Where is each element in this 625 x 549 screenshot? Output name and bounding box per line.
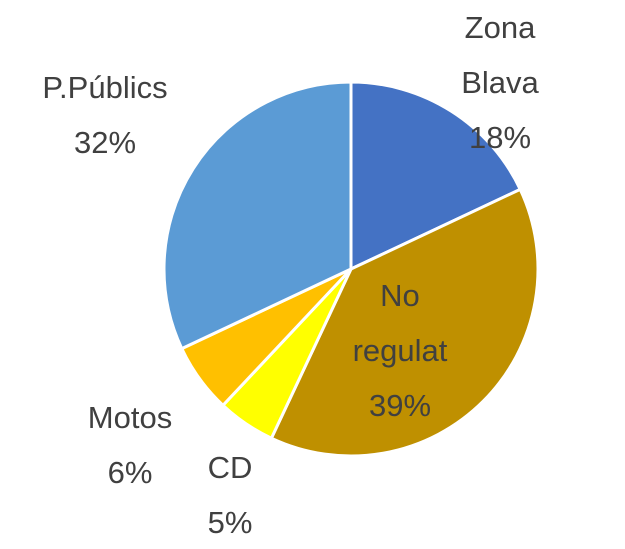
pie <box>162 80 540 458</box>
value-label: 6% <box>108 455 153 490</box>
category-label: No regulat <box>353 278 448 368</box>
category-label: CD <box>208 450 253 485</box>
value-label: 32% <box>74 125 136 160</box>
category-label: Zona Blava <box>461 10 539 100</box>
slice <box>162 80 353 351</box>
slice <box>349 80 523 272</box>
value-label: 18% <box>469 120 531 155</box>
value-label: 5% <box>208 505 253 540</box>
slice <box>269 187 540 458</box>
labels: Zona Blava 18% No regulat 39% CD 5% Motos 6% P.Púb… <box>42 10 539 540</box>
category-label: P.Públics <box>42 70 167 105</box>
category-label: Motos <box>88 400 172 435</box>
value-label: 39% <box>369 388 431 423</box>
